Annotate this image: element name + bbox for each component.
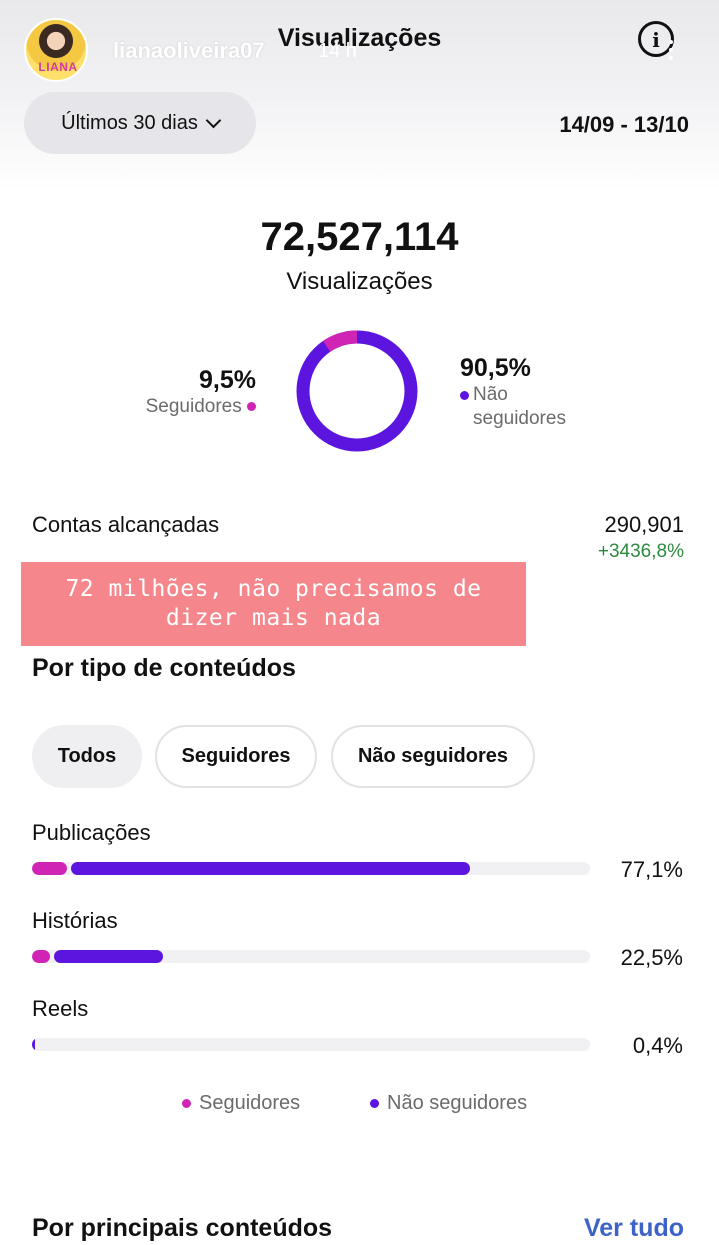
bar-non-followers-segment	[70, 862, 471, 875]
period-dropdown[interactable]: Últimos 30 dias	[24, 92, 256, 154]
tab-nao-seguidores[interactable]: Não seguidores	[331, 725, 535, 788]
reach-label: Contas alcançadas	[32, 512, 220, 537]
bar-non-followers-segment	[32, 1038, 35, 1051]
tab-seguidores[interactable]: Seguidores	[155, 725, 317, 788]
followers-label: Seguidores	[145, 396, 242, 417]
followers-stat: 9,5% Seguidores	[146, 366, 256, 419]
legend-followers-dot-icon	[182, 1099, 191, 1108]
category-label-publicacoes: Publicações	[32, 820, 151, 845]
non-followers-dot-icon	[460, 391, 469, 400]
legend-followers: Seguidores	[182, 1092, 300, 1115]
caption-line-1: 72 milhões, não precisamos de	[65, 576, 482, 602]
page-title: Visualizações	[277, 24, 442, 52]
category-pct-historias: 22,5%	[620, 945, 683, 970]
donut-non-followers-ring	[296, 330, 418, 452]
donut-followers-arc	[296, 330, 418, 452]
category-bar-reels	[32, 1038, 590, 1051]
content-type-title: Por tipo de conteúdos	[32, 654, 296, 682]
post-time: 14 h	[318, 40, 357, 62]
more-options-icon[interactable]	[669, 40, 675, 62]
avatar[interactable]: LIANA	[24, 18, 88, 82]
bar-followers-segment	[32, 950, 51, 963]
reach-change: +3436,8%	[597, 541, 684, 562]
category-bar-publicacoes	[32, 862, 590, 875]
legend-non-followers: Não seguidores	[370, 1092, 527, 1115]
reach-value: 290,901	[604, 512, 684, 537]
caption-line-2: dizer mais nada	[165, 605, 382, 631]
bar-non-followers-segment	[54, 950, 164, 963]
chevron-down-icon	[205, 112, 222, 128]
category-pct-reels: 0,4%	[632, 1033, 683, 1058]
total-views: 72,527,114	[260, 215, 459, 259]
story-caption: 72 milhões, não precisamos de dizer mais…	[21, 562, 526, 646]
header: LIANA Visualizações lianaoliveira07 14 h…	[0, 0, 719, 82]
category-label-historias: Histórias	[32, 908, 118, 933]
non-followers-pct: 90,5%	[460, 354, 531, 382]
non-followers-label-line1: Não	[473, 384, 508, 405]
info-icon[interactable]: i	[638, 21, 674, 57]
tab-todos[interactable]: Todos	[32, 725, 142, 788]
bar-followers-segment	[32, 862, 67, 875]
followers-dot-icon	[247, 402, 256, 412]
category-pct-publicacoes: 77,1%	[620, 857, 683, 882]
legend-non-followers-label: Não seguidores	[387, 1092, 528, 1114]
username[interactable]: lianaoliveira07	[113, 38, 265, 63]
views-donut-chart	[296, 330, 418, 452]
total-views-label: Visualizações	[286, 268, 433, 295]
category-label-reels: Reels	[32, 996, 89, 1021]
legend-followers-label: Seguidores	[199, 1092, 301, 1114]
date-range: 14/09 - 13/10	[559, 112, 689, 137]
non-followers-label-line2: seguidores	[473, 408, 566, 429]
see-all-link[interactable]: Ver tudo	[583, 1214, 684, 1242]
avatar-tag: LIANA	[38, 60, 78, 74]
period-label: Últimos 30 dias	[61, 111, 198, 134]
category-bar-historias	[32, 950, 590, 963]
non-followers-stat: 90,5% Não seguidores	[460, 354, 566, 431]
followers-pct: 9,5%	[199, 366, 256, 394]
top-content-title: Por principais conteúdos	[32, 1214, 333, 1242]
legend-non-followers-dot-icon	[370, 1099, 379, 1108]
